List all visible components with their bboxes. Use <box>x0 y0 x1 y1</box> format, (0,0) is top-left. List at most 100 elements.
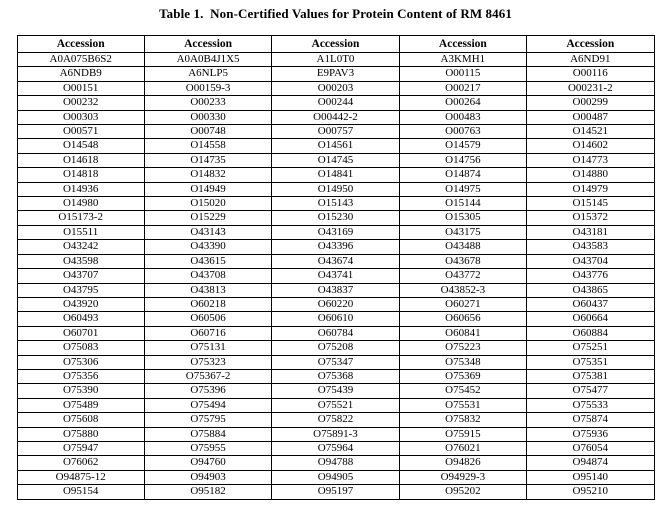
table-cell: O75947 <box>16 440 145 457</box>
table-row: O75947 O75955 O75964 O76021 O76054 <box>16 440 655 457</box>
table-cell: O00116 <box>526 66 655 82</box>
table-cell: O14832 <box>143 167 273 183</box>
table-cell: O14975 <box>398 181 528 198</box>
table-cell: O95182 <box>143 484 273 500</box>
table-cell: O43181 <box>526 224 655 241</box>
table-cell: O60610 <box>271 311 400 327</box>
table-cell: O43678 <box>398 253 528 270</box>
header-row: Accession Accession Accession Accession Acce… <box>16 35 655 53</box>
table-cell: O14841 <box>271 167 400 183</box>
table-row: O14548 O14558 O14561 O14579 O14602 <box>16 138 655 154</box>
table-cell: O75390 <box>16 383 145 399</box>
table-cell: O60841 <box>398 325 528 342</box>
table-cell: O43242 <box>16 239 145 255</box>
table-row: O60701 O60716 O60784 O60841 O60884 <box>16 325 655 342</box>
table-row: O43242 O43390 O43396 O43488 O43583 <box>16 239 655 255</box>
table-cell: O94875-12 <box>16 469 145 486</box>
table-cell: O14979 <box>526 181 655 198</box>
table-cell: O94905 <box>271 469 400 486</box>
table-cell: O15372 <box>526 210 655 226</box>
table-row: O00151 O00159-3 O00203 O00217 O00231-2 <box>16 80 655 97</box>
table-cell: O60218 <box>143 296 273 313</box>
table-cell: O60716 <box>143 325 273 342</box>
table-cell: O00232 <box>16 95 145 111</box>
table-cell: O00487 <box>526 109 655 126</box>
table-cell: O00299 <box>526 95 655 111</box>
table-title: Table 1. Non-Certified Values for Protei… <box>159 6 512 21</box>
table-cell: O75874 <box>526 412 655 428</box>
table-cell: O43707 <box>16 268 145 284</box>
table-cell: O15020 <box>143 196 273 212</box>
table-cell: O14950 <box>271 181 400 198</box>
table-cell: O14558 <box>143 138 273 154</box>
table-body: A0A075B6S2 A0A0B4J1X5 A1L0T0 A3KMH1 A6ND91 A6… <box>16 51 655 500</box>
table-cell: O75369 <box>398 368 528 385</box>
table-cell: O14818 <box>16 167 145 183</box>
table-cell: O75915 <box>398 426 528 442</box>
table-cell: O95154 <box>16 484 145 500</box>
table-cell: O00330 <box>143 109 273 126</box>
table-cell: O43396 <box>271 239 400 255</box>
table-cell: O75323 <box>143 354 273 370</box>
table-row: O95154 O95182 O95197 O95202 O95210 <box>16 484 655 500</box>
table-cell: O43813 <box>143 282 273 298</box>
table-cell: O75131 <box>143 340 273 356</box>
table-cell: O14735 <box>143 152 273 169</box>
table-row: O14618 O14735 O14745 O14756 O14773 <box>16 152 655 169</box>
column-header: Accession <box>526 35 655 53</box>
table-cell: O95140 <box>526 469 655 486</box>
table-cell: O75521 <box>271 397 400 414</box>
table-cell: O15143 <box>271 196 400 212</box>
table-row: O15511 O43143 O43169 O43175 O43181 <box>16 224 655 241</box>
table-cell: O60506 <box>143 311 273 327</box>
table-row: O75880 O75884 O75891-3 O75915 O75936 <box>16 426 655 442</box>
table-cell: O14980 <box>16 196 145 212</box>
table-cell: O15173-2 <box>16 210 145 226</box>
table-cell: O60493 <box>16 311 145 327</box>
table-cell: O75832 <box>398 412 528 428</box>
table-cell: O75477 <box>526 383 655 399</box>
table-row: O75083 O75131 O75208 O75223 O75251 <box>16 340 655 356</box>
table-cell: A6NLP5 <box>143 66 273 82</box>
table-cell: A6NDB9 <box>16 66 145 82</box>
table-cell: O75964 <box>271 440 400 457</box>
table-cell: O95197 <box>271 484 400 500</box>
table-cell: O43708 <box>143 268 273 284</box>
table-cell: O00483 <box>398 109 528 126</box>
table-cell: O94788 <box>271 455 400 471</box>
table-cell: O75367-2 <box>143 368 273 385</box>
table-cell: O00231-2 <box>526 80 655 97</box>
table-cell: O00151 <box>16 80 145 97</box>
table-header-row: Accession Accession Accession Accession Acce… <box>16 35 655 53</box>
table-cell: O75608 <box>16 412 145 428</box>
table-cell: O75356 <box>16 368 145 385</box>
table-cell: O14773 <box>526 152 655 169</box>
table-cell: O60656 <box>398 311 528 327</box>
table-cell: O43920 <box>16 296 145 313</box>
table-row: O00232 O00233 O00244 O00264 O00299 <box>16 95 655 111</box>
table-cell: O75494 <box>143 397 273 414</box>
table-cell: O75083 <box>16 340 145 356</box>
table-cell: O14949 <box>143 181 273 198</box>
table-row: A6NDB9 A6NLP5 E9PAV3 O00115 O00116 <box>16 66 655 82</box>
table-cell: O43852-3 <box>398 282 528 298</box>
table-cell: O00303 <box>16 109 145 126</box>
table-cell: O75208 <box>271 340 400 356</box>
accession-table: Accession Accession Accession Accession Acce… <box>16 35 655 500</box>
table-row: O00571 O00748 O00757 O00763 O14521 <box>16 124 655 140</box>
table-cell: O43175 <box>398 224 528 241</box>
table-row: O60493 O60506 O60610 O60656 O60664 <box>16 311 655 327</box>
table-row: A0A075B6S2 A0A0B4J1X5 A1L0T0 A3KMH1 A6ND91 <box>16 51 655 68</box>
table-cell: O75891-3 <box>271 426 400 442</box>
table-cell: O76021 <box>398 440 528 457</box>
table-cell: O75452 <box>398 383 528 399</box>
table-row: O00303 O00330 O00442-2 O00483 O00487 <box>16 109 655 126</box>
table-cell: O75251 <box>526 340 655 356</box>
table-cell: O43772 <box>398 268 528 284</box>
table-cell: E9PAV3 <box>271 66 400 82</box>
table-cell: O94903 <box>143 469 273 486</box>
table-cell: O43795 <box>16 282 145 298</box>
table-cell: O43390 <box>143 239 273 255</box>
table-cell: O00571 <box>16 124 145 140</box>
